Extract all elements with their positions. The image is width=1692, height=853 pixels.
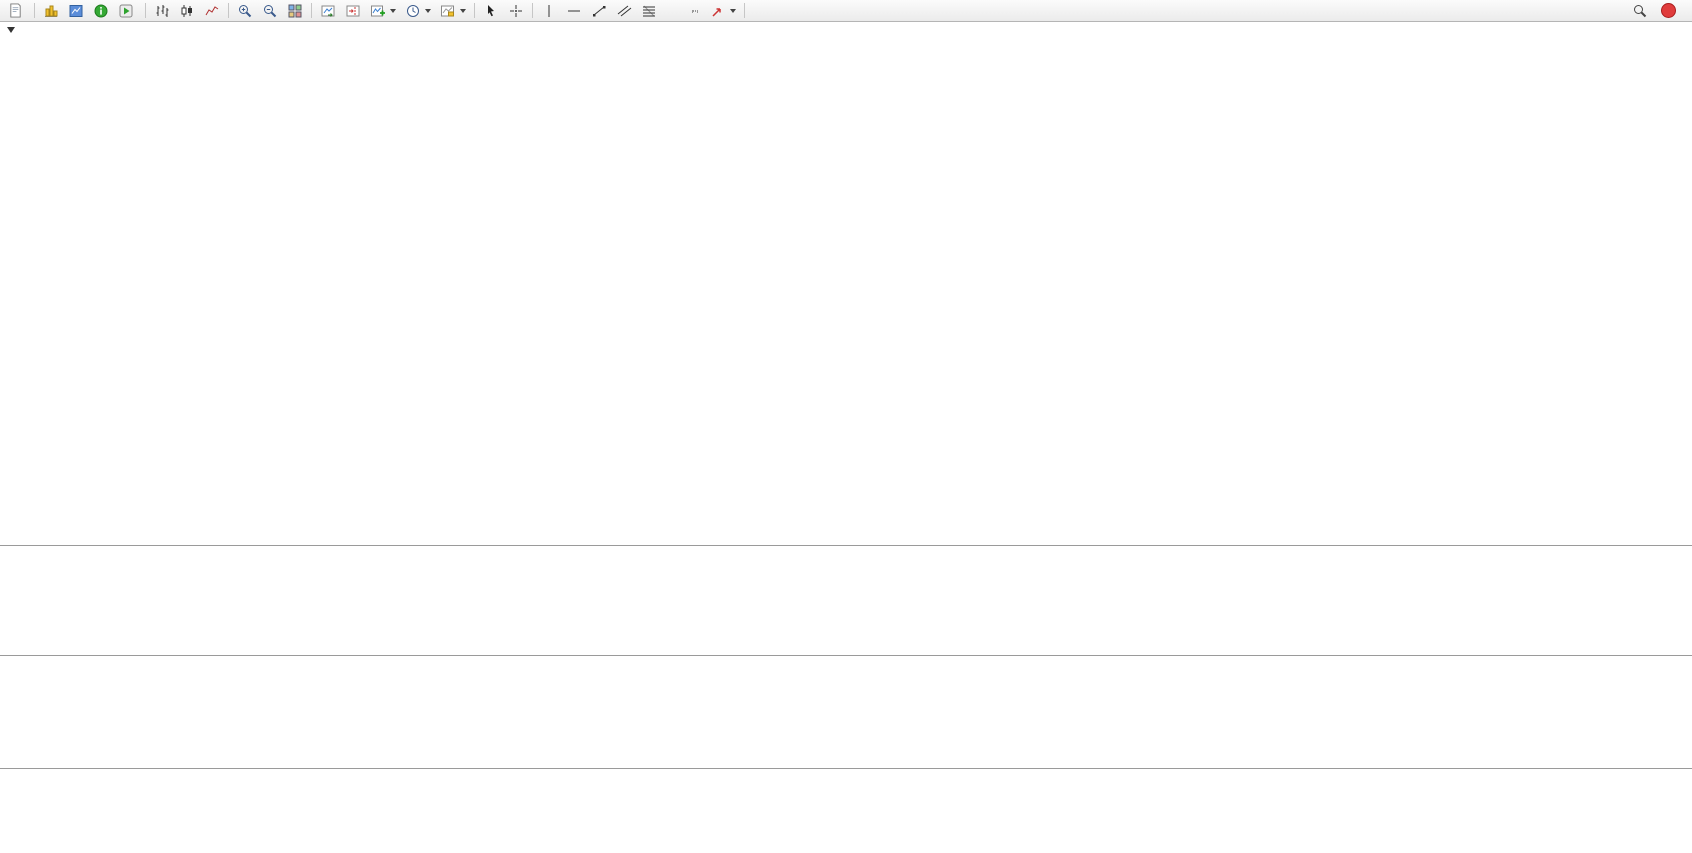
zoom-in-button[interactable]: [233, 1, 257, 20]
window-bottom-area: [0, 791, 1692, 853]
line-chart-icon: [204, 3, 220, 19]
main-chart-panel[interactable]: [0, 22, 1692, 545]
main-chart-canvas[interactable]: [0, 22, 1692, 545]
fibonacci-tool[interactable]: [637, 1, 661, 20]
vertical-line-icon: [541, 3, 557, 19]
trendline-tool[interactable]: [587, 1, 611, 20]
auto-scroll-icon: [320, 3, 336, 19]
macd-canvas: [0, 546, 1692, 655]
templates-icon: [440, 3, 456, 19]
dropdown-caret-icon: [425, 8, 431, 13]
profiles-button[interactable]: [64, 1, 88, 20]
bar-chart-icon: [154, 3, 170, 19]
crosshair-icon: [508, 3, 524, 19]
autotrading-icon: [118, 3, 134, 19]
rsi-panel[interactable]: [0, 656, 1692, 768]
toolbar-separator: [145, 3, 146, 18]
dropdown-caret-icon: [460, 8, 466, 13]
dropdown-caret-icon: [390, 8, 396, 13]
toolbar-separator: [532, 3, 533, 18]
arrow-tool-icon: [710, 3, 726, 19]
zoom-out-button[interactable]: [258, 1, 282, 20]
time-axis[interactable]: [0, 768, 1692, 790]
templates-button[interactable]: [436, 1, 470, 20]
new-chart-button[interactable]: [39, 1, 63, 20]
auto-scroll-button[interactable]: [316, 1, 340, 20]
tile-windows-icon: [287, 3, 303, 19]
text-tool[interactable]: [662, 1, 683, 20]
timeframe-d1-button[interactable]: [917, 1, 944, 20]
channel-tool[interactable]: [612, 1, 636, 20]
news-icon: [93, 3, 109, 19]
toolbar-separator: [228, 3, 229, 18]
vertical-line-tool[interactable]: [537, 1, 561, 20]
new-order-button[interactable]: [4, 1, 30, 20]
channel-icon: [616, 3, 632, 19]
rsi-canvas: [0, 656, 1692, 768]
panel-splitter[interactable]: [0, 655, 1692, 656]
clock-icon: [405, 3, 421, 19]
indicators-icon: [370, 3, 386, 19]
timeframe-m30-button[interactable]: [833, 1, 860, 20]
chart-shift-button[interactable]: [341, 1, 365, 20]
one-click-trading-toggle-icon[interactable]: [7, 27, 15, 33]
profile-icon: [68, 3, 84, 19]
timeframe-m15-button[interactable]: [805, 1, 832, 20]
toolbar-separator: [744, 3, 745, 18]
toolbar-right-group: [1628, 1, 1688, 20]
arrows-tool[interactable]: [706, 1, 740, 20]
charts-icon: [43, 3, 59, 19]
timeframe-w1-button[interactable]: [945, 1, 972, 20]
panel-splitter[interactable]: [0, 545, 1692, 546]
news-button[interactable]: [89, 1, 113, 20]
toolbar-separator: [474, 3, 475, 18]
fibonacci-icon: [641, 3, 657, 19]
crosshair-button[interactable]: [504, 1, 528, 20]
horizontal-line-tool[interactable]: [562, 1, 586, 20]
indicators-button[interactable]: [366, 1, 400, 20]
timeframe-h1-button[interactable]: [861, 1, 888, 20]
candlestick-chart-button[interactable]: [175, 1, 199, 20]
zoom-out-icon: [262, 3, 278, 19]
new-order-icon: [8, 3, 23, 18]
candlestick-icon: [179, 3, 195, 19]
timeframe-m5-button[interactable]: [777, 1, 804, 20]
periods-button[interactable]: [401, 1, 435, 20]
trendline-icon: [591, 3, 607, 19]
timeframe-m1-button[interactable]: [749, 1, 776, 20]
chart-shift-icon: [345, 3, 361, 19]
toolbar-separator: [311, 3, 312, 18]
zoom-in-icon: [237, 3, 253, 19]
autotrading-button[interactable]: [114, 1, 141, 20]
toolbar: [0, 0, 1692, 22]
cursor-button[interactable]: [479, 1, 503, 20]
chart-title-bar: [7, 27, 20, 33]
bar-chart-button[interactable]: [150, 1, 174, 20]
dropdown-caret-icon: [730, 8, 736, 13]
timeframe-h4-button[interactable]: [889, 1, 916, 20]
timeframe-mn-button[interactable]: [973, 1, 1000, 20]
search-icon: [1632, 3, 1648, 19]
text-label-icon: [691, 9, 698, 12]
toolbar-separator: [34, 3, 35, 18]
text-label-tool[interactable]: [684, 1, 705, 20]
tile-windows-button[interactable]: [283, 1, 307, 20]
search-button[interactable]: [1628, 1, 1652, 20]
horizontal-line-icon: [566, 3, 582, 19]
macd-panel[interactable]: [0, 546, 1692, 655]
line-chart-button[interactable]: [200, 1, 224, 20]
notification-badge[interactable]: [1661, 3, 1676, 18]
cursor-icon: [483, 3, 499, 19]
